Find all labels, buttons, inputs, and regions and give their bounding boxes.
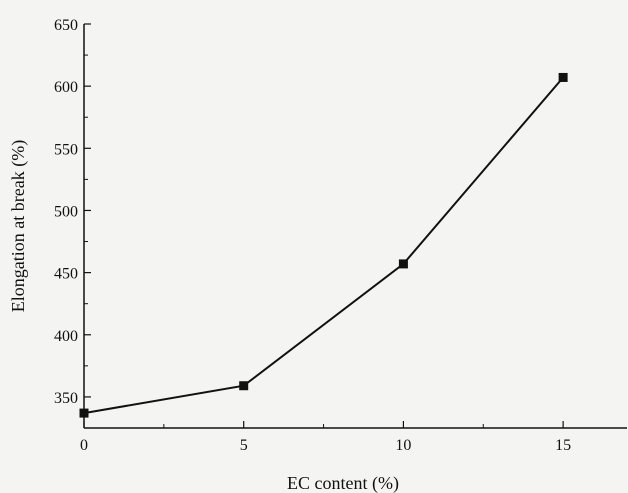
data-point <box>79 408 89 418</box>
y-tick-label: 550 <box>54 141 78 158</box>
x-tick-label: 5 <box>240 437 248 454</box>
y-tick-label: 650 <box>54 17 78 34</box>
axes <box>83 24 627 429</box>
y-tick-label: 500 <box>54 203 78 220</box>
x-tick-label: 10 <box>395 437 411 454</box>
x-axis-title: EC content (%) <box>287 473 399 493</box>
y-tick-label: 350 <box>54 390 78 407</box>
data-point <box>398 259 408 269</box>
x-tick-label: 15 <box>555 437 571 454</box>
y-tick-label: 400 <box>54 328 78 345</box>
y-axis-title: Elongation at break (%) <box>8 140 29 312</box>
y-tick-label: 450 <box>54 266 78 283</box>
ticks: 350 400 450 500 550 600 650 0 5 10 15 <box>54 17 571 454</box>
series-line <box>83 76 564 415</box>
markers <box>79 72 568 418</box>
x-tick-label: 0 <box>80 437 88 454</box>
data-point <box>558 72 568 82</box>
y-tick-label: 600 <box>54 79 78 96</box>
data-point <box>239 381 249 391</box>
